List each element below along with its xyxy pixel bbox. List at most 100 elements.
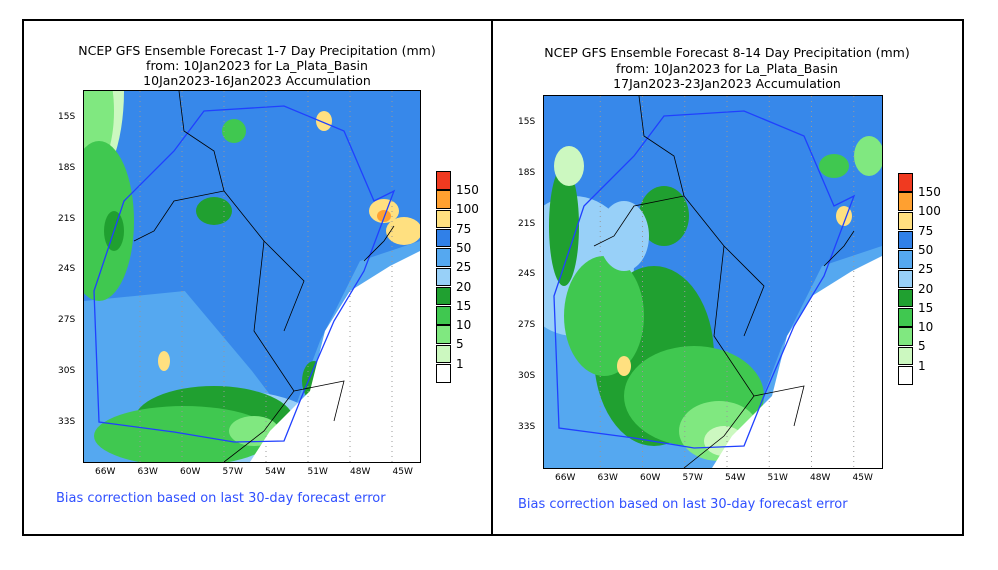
legend-label: 20 — [918, 281, 934, 296]
bias-note: Bias correction based on last 30-day for… — [56, 491, 386, 506]
panel-accumulation: 17Jan2023-23Jan2023 Accumulation — [613, 76, 841, 91]
legend-swatch — [436, 364, 451, 383]
basin-outline — [93, 105, 396, 443]
lon-tick-label: 45W — [392, 467, 413, 477]
legend-swatch — [436, 306, 451, 325]
legend-label: 25 — [918, 262, 934, 277]
legend-label: 5 — [456, 337, 464, 352]
legend-label: 75 — [918, 223, 934, 238]
legend-label: 50 — [456, 240, 472, 255]
legend-label: 25 — [456, 260, 472, 275]
lon-tick-label: 66W — [555, 473, 576, 483]
country-borders — [133, 91, 395, 462]
legend-swatch — [436, 248, 451, 267]
lon-tick-label: 60W — [180, 467, 201, 477]
legend-swatch — [898, 173, 913, 192]
legend-swatch — [898, 327, 913, 346]
lat-tick-label: 27S — [58, 315, 76, 326]
lon-tick-label: 45W — [852, 473, 873, 483]
panel-divider — [491, 19, 493, 534]
panel-accumulation: 10Jan2023-16Jan2023 Accumulation — [143, 73, 371, 88]
lat-tick-label: 27S — [518, 320, 536, 331]
legend-swatch — [898, 250, 913, 269]
lat-tick-label: 30S — [518, 371, 536, 381]
legend-label: 15 — [918, 300, 934, 315]
ocean — [250, 251, 420, 462]
precip-contour — [854, 136, 882, 176]
lon-tick-label: 51W — [307, 467, 328, 477]
precip-contour — [564, 256, 644, 376]
legend-label: 5 — [918, 339, 926, 354]
legend-swatch — [436, 190, 451, 209]
precip-contour — [222, 119, 246, 143]
legend-swatch — [436, 344, 451, 364]
panel-week2: NCEP GFS Ensemble Forecast 8-14 Day Prec… — [492, 19, 962, 534]
legend-swatch — [436, 171, 451, 190]
lat-tick-label: 21S — [518, 218, 536, 229]
lon-tick-label: 57W — [222, 467, 243, 477]
lat-tick-label: 30S — [58, 366, 76, 376]
precip-contour — [158, 351, 170, 371]
precip-contour — [819, 154, 849, 178]
legend-label: 20 — [456, 279, 472, 294]
lon-tick-label: 63W — [137, 467, 158, 477]
lat-tick-label: 18S — [58, 162, 76, 173]
figure-frame — [22, 19, 964, 536]
legend-label: 150 — [918, 185, 941, 199]
legend-swatch — [898, 230, 913, 250]
legend-label: 10 — [918, 320, 934, 335]
lat-tick-label: 33S — [518, 421, 536, 432]
legend-label: 100 — [918, 204, 941, 219]
precip-region — [84, 91, 420, 421]
precip-region — [544, 96, 882, 426]
legend-label: 50 — [918, 242, 934, 257]
precip-contour — [196, 197, 232, 225]
panel-title: NCEP GFS Ensemble Forecast 8-14 Day Prec… — [544, 45, 910, 60]
lon-tick-label: 66W — [95, 467, 116, 477]
panel-title: NCEP GFS Ensemble Forecast 1-7 Day Preci… — [78, 43, 436, 58]
lat-tick-label: 18S — [518, 167, 536, 178]
precip-map — [83, 90, 421, 463]
legend-swatch — [898, 366, 913, 385]
ocean — [712, 256, 882, 468]
precip-contour — [639, 186, 689, 246]
basin-outline — [553, 110, 856, 449]
precip-contour — [549, 166, 579, 286]
panel-week1: NCEP GFS Ensemble Forecast 1-7 Day Preci… — [22, 19, 492, 534]
legend-swatch — [436, 209, 451, 229]
legend-swatch — [436, 267, 451, 286]
country-borders — [593, 96, 855, 468]
precip-contour — [386, 217, 420, 245]
lat-tick-label: 15S — [518, 117, 536, 127]
legend-swatch — [898, 269, 913, 288]
legend-swatch — [436, 325, 451, 344]
lon-tick-label: 57W — [682, 473, 703, 483]
precip-map — [543, 95, 883, 469]
lat-tick-label: 15S — [58, 112, 76, 122]
lon-tick-label: 54W — [725, 473, 746, 483]
panel-from: from: 10Jan2023 for La_Plata_Basin — [146, 58, 368, 73]
lon-tick-label: 51W — [767, 473, 788, 483]
legend-label: 15 — [456, 298, 472, 313]
lat-tick-label: 21S — [58, 213, 76, 224]
legend-swatch — [898, 308, 913, 327]
legend-swatch — [898, 346, 913, 366]
lon-tick-label: 63W — [597, 473, 618, 483]
legend-label: 75 — [456, 221, 472, 236]
legend-swatch — [436, 286, 451, 306]
panel-from: from: 10Jan2023 for La_Plata_Basin — [616, 61, 838, 76]
legend-swatch — [898, 211, 913, 231]
legend-label: 150 — [456, 183, 479, 197]
legend-swatch — [898, 192, 913, 211]
bias-note: Bias correction based on last 30-day for… — [518, 497, 848, 512]
legend-swatch — [436, 228, 451, 248]
precip-contour — [599, 201, 649, 271]
lon-tick-label: 48W — [350, 467, 371, 477]
legend-label: 1 — [918, 358, 926, 373]
lat-tick-label: 33S — [58, 416, 76, 427]
lon-tick-label: 48W — [810, 473, 831, 483]
precip-contour — [617, 356, 631, 376]
lat-tick-label: 24S — [518, 269, 536, 280]
legend-label: 1 — [456, 356, 464, 371]
lon-tick-label: 54W — [265, 467, 286, 477]
